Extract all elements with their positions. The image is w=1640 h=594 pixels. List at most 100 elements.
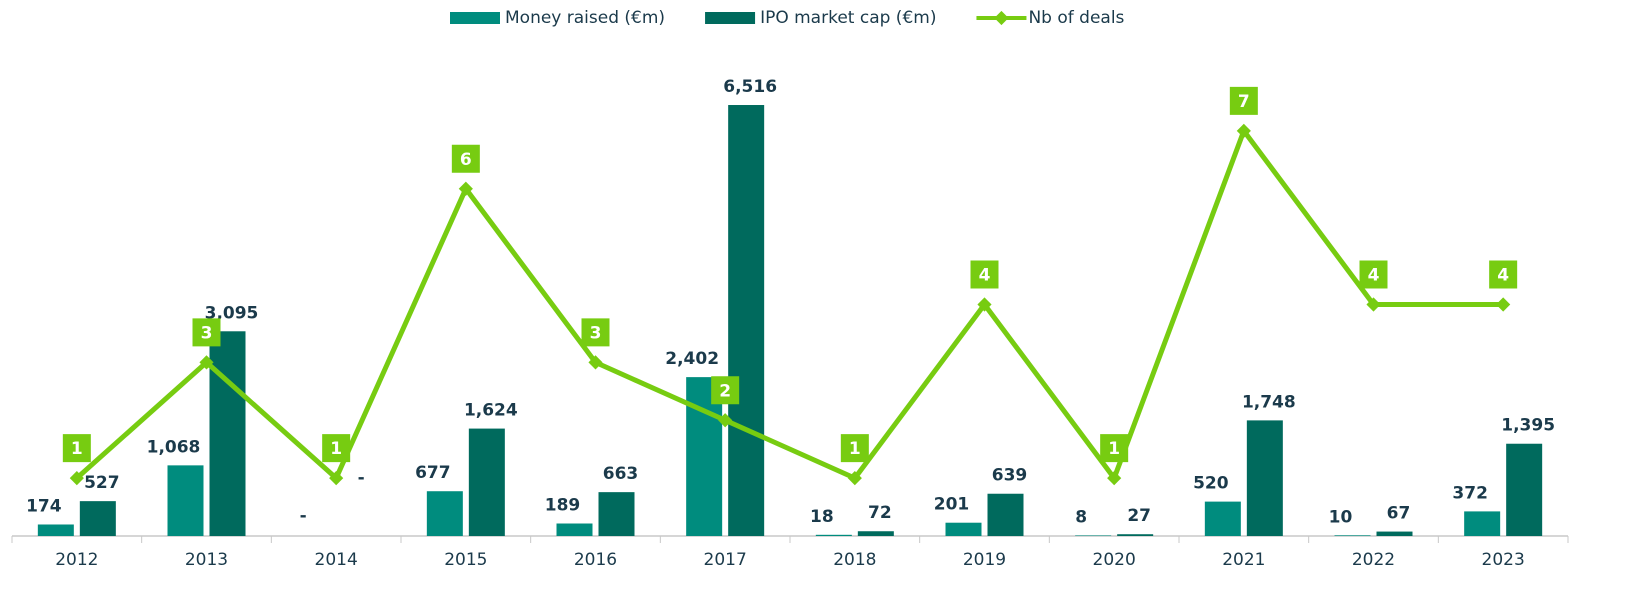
data-label: 189 <box>545 495 581 515</box>
bar <box>1075 535 1112 536</box>
data-label: 18 <box>810 507 834 527</box>
data-label: 10 <box>1329 507 1353 527</box>
bar <box>79 501 116 536</box>
data-label: 1,395 <box>1501 416 1555 436</box>
legend-swatch <box>450 12 500 24</box>
data-label: 27 <box>1127 506 1151 526</box>
line-marker <box>977 297 992 312</box>
data-label: 67 <box>1387 504 1411 524</box>
x-tick-label: 2013 <box>185 550 228 570</box>
data-label: 2,402 <box>665 349 719 369</box>
bar <box>945 522 982 536</box>
line-marker <box>718 413 733 428</box>
x-tick-label: 2018 <box>833 550 876 570</box>
data-label: 6 <box>460 150 472 170</box>
data-label: 520 <box>1193 474 1229 494</box>
bar <box>728 105 765 536</box>
line-marker <box>1236 123 1251 138</box>
data-label: 72 <box>868 503 892 523</box>
data-label-box <box>1229 86 1258 115</box>
bar <box>1506 443 1543 536</box>
data-label-box <box>581 318 610 347</box>
bar <box>598 492 635 536</box>
data-label: 4 <box>979 266 991 286</box>
x-tick-label: 2023 <box>1482 550 1525 570</box>
bar <box>857 531 894 536</box>
data-label: 1 <box>1108 439 1120 459</box>
line <box>75 128 1504 481</box>
data-label: - <box>300 506 307 526</box>
data-label-box <box>1489 260 1518 289</box>
data-label: 663 <box>603 464 639 484</box>
bar <box>987 493 1024 536</box>
line-marker <box>329 471 344 486</box>
data-label: 677 <box>415 463 451 483</box>
data-label-box <box>192 318 221 347</box>
data-label: 3,095 <box>205 303 259 323</box>
legend-swatch <box>705 12 756 24</box>
bar <box>1464 511 1501 536</box>
bar <box>1204 501 1241 536</box>
data-label: 372 <box>1452 483 1488 503</box>
line-marker <box>847 471 862 486</box>
bar <box>1117 534 1154 536</box>
x-tick-label: 2015 <box>444 550 487 570</box>
data-label: 174 <box>26 496 62 516</box>
bar <box>209 331 246 536</box>
data-label: 4 <box>1497 266 1509 286</box>
x-tick-label: 2020 <box>1093 550 1136 570</box>
data-label-box <box>1359 260 1388 289</box>
legend-label: IPO market cap (€m) <box>760 8 936 28</box>
data-label: 1 <box>849 439 861 459</box>
data-label: 6,516 <box>723 77 777 97</box>
bar <box>1376 531 1413 536</box>
x-tick-label: 2016 <box>574 550 617 570</box>
data-label: 1,068 <box>147 437 201 457</box>
bar <box>556 523 593 536</box>
data-label-box <box>840 434 869 463</box>
data-label-box <box>62 434 91 463</box>
bar <box>815 534 852 536</box>
line-marker <box>458 181 473 196</box>
data-label-box <box>1100 434 1129 463</box>
data-label: 3 <box>201 323 213 343</box>
data-label-box <box>970 260 999 289</box>
data-label-box <box>322 434 351 463</box>
x-tick-label: 2014 <box>315 550 358 570</box>
bar <box>426 491 463 536</box>
legend-label: Nb of deals <box>1028 8 1124 28</box>
x-tick-label: 2012 <box>55 550 98 570</box>
line-marker <box>1366 297 1381 312</box>
data-label: 1 <box>71 439 83 459</box>
bar <box>167 465 204 536</box>
line-marker <box>1107 471 1122 486</box>
data-label: 4 <box>1368 266 1380 286</box>
bar <box>468 428 505 536</box>
data-label: 3 <box>590 323 602 343</box>
data-label: 1,624 <box>464 401 518 421</box>
data-label-box <box>711 376 740 405</box>
legend-marker <box>994 10 1009 26</box>
legend-label: Money raised (€m) <box>505 8 665 28</box>
line-marker <box>69 471 84 486</box>
data-label: - <box>358 468 365 488</box>
data-label: 527 <box>84 473 120 493</box>
x-tick-label: 2017 <box>704 550 747 570</box>
data-label: 201 <box>934 495 970 515</box>
x-tick-label: 2021 <box>1222 550 1265 570</box>
bar <box>37 524 74 536</box>
line-marker <box>588 355 603 370</box>
bar <box>1246 420 1283 536</box>
bar <box>1334 535 1371 536</box>
data-label: 8 <box>1075 507 1087 527</box>
data-label: 1 <box>330 439 342 459</box>
data-label: 2 <box>719 381 731 401</box>
x-tick-label: 2022 <box>1352 550 1395 570</box>
data-label: 639 <box>992 466 1028 486</box>
line-marker <box>1496 297 1511 312</box>
data-label: 1,748 <box>1242 392 1296 412</box>
data-label: 7 <box>1238 92 1250 112</box>
line-marker <box>199 355 214 370</box>
data-label-box <box>451 144 480 173</box>
